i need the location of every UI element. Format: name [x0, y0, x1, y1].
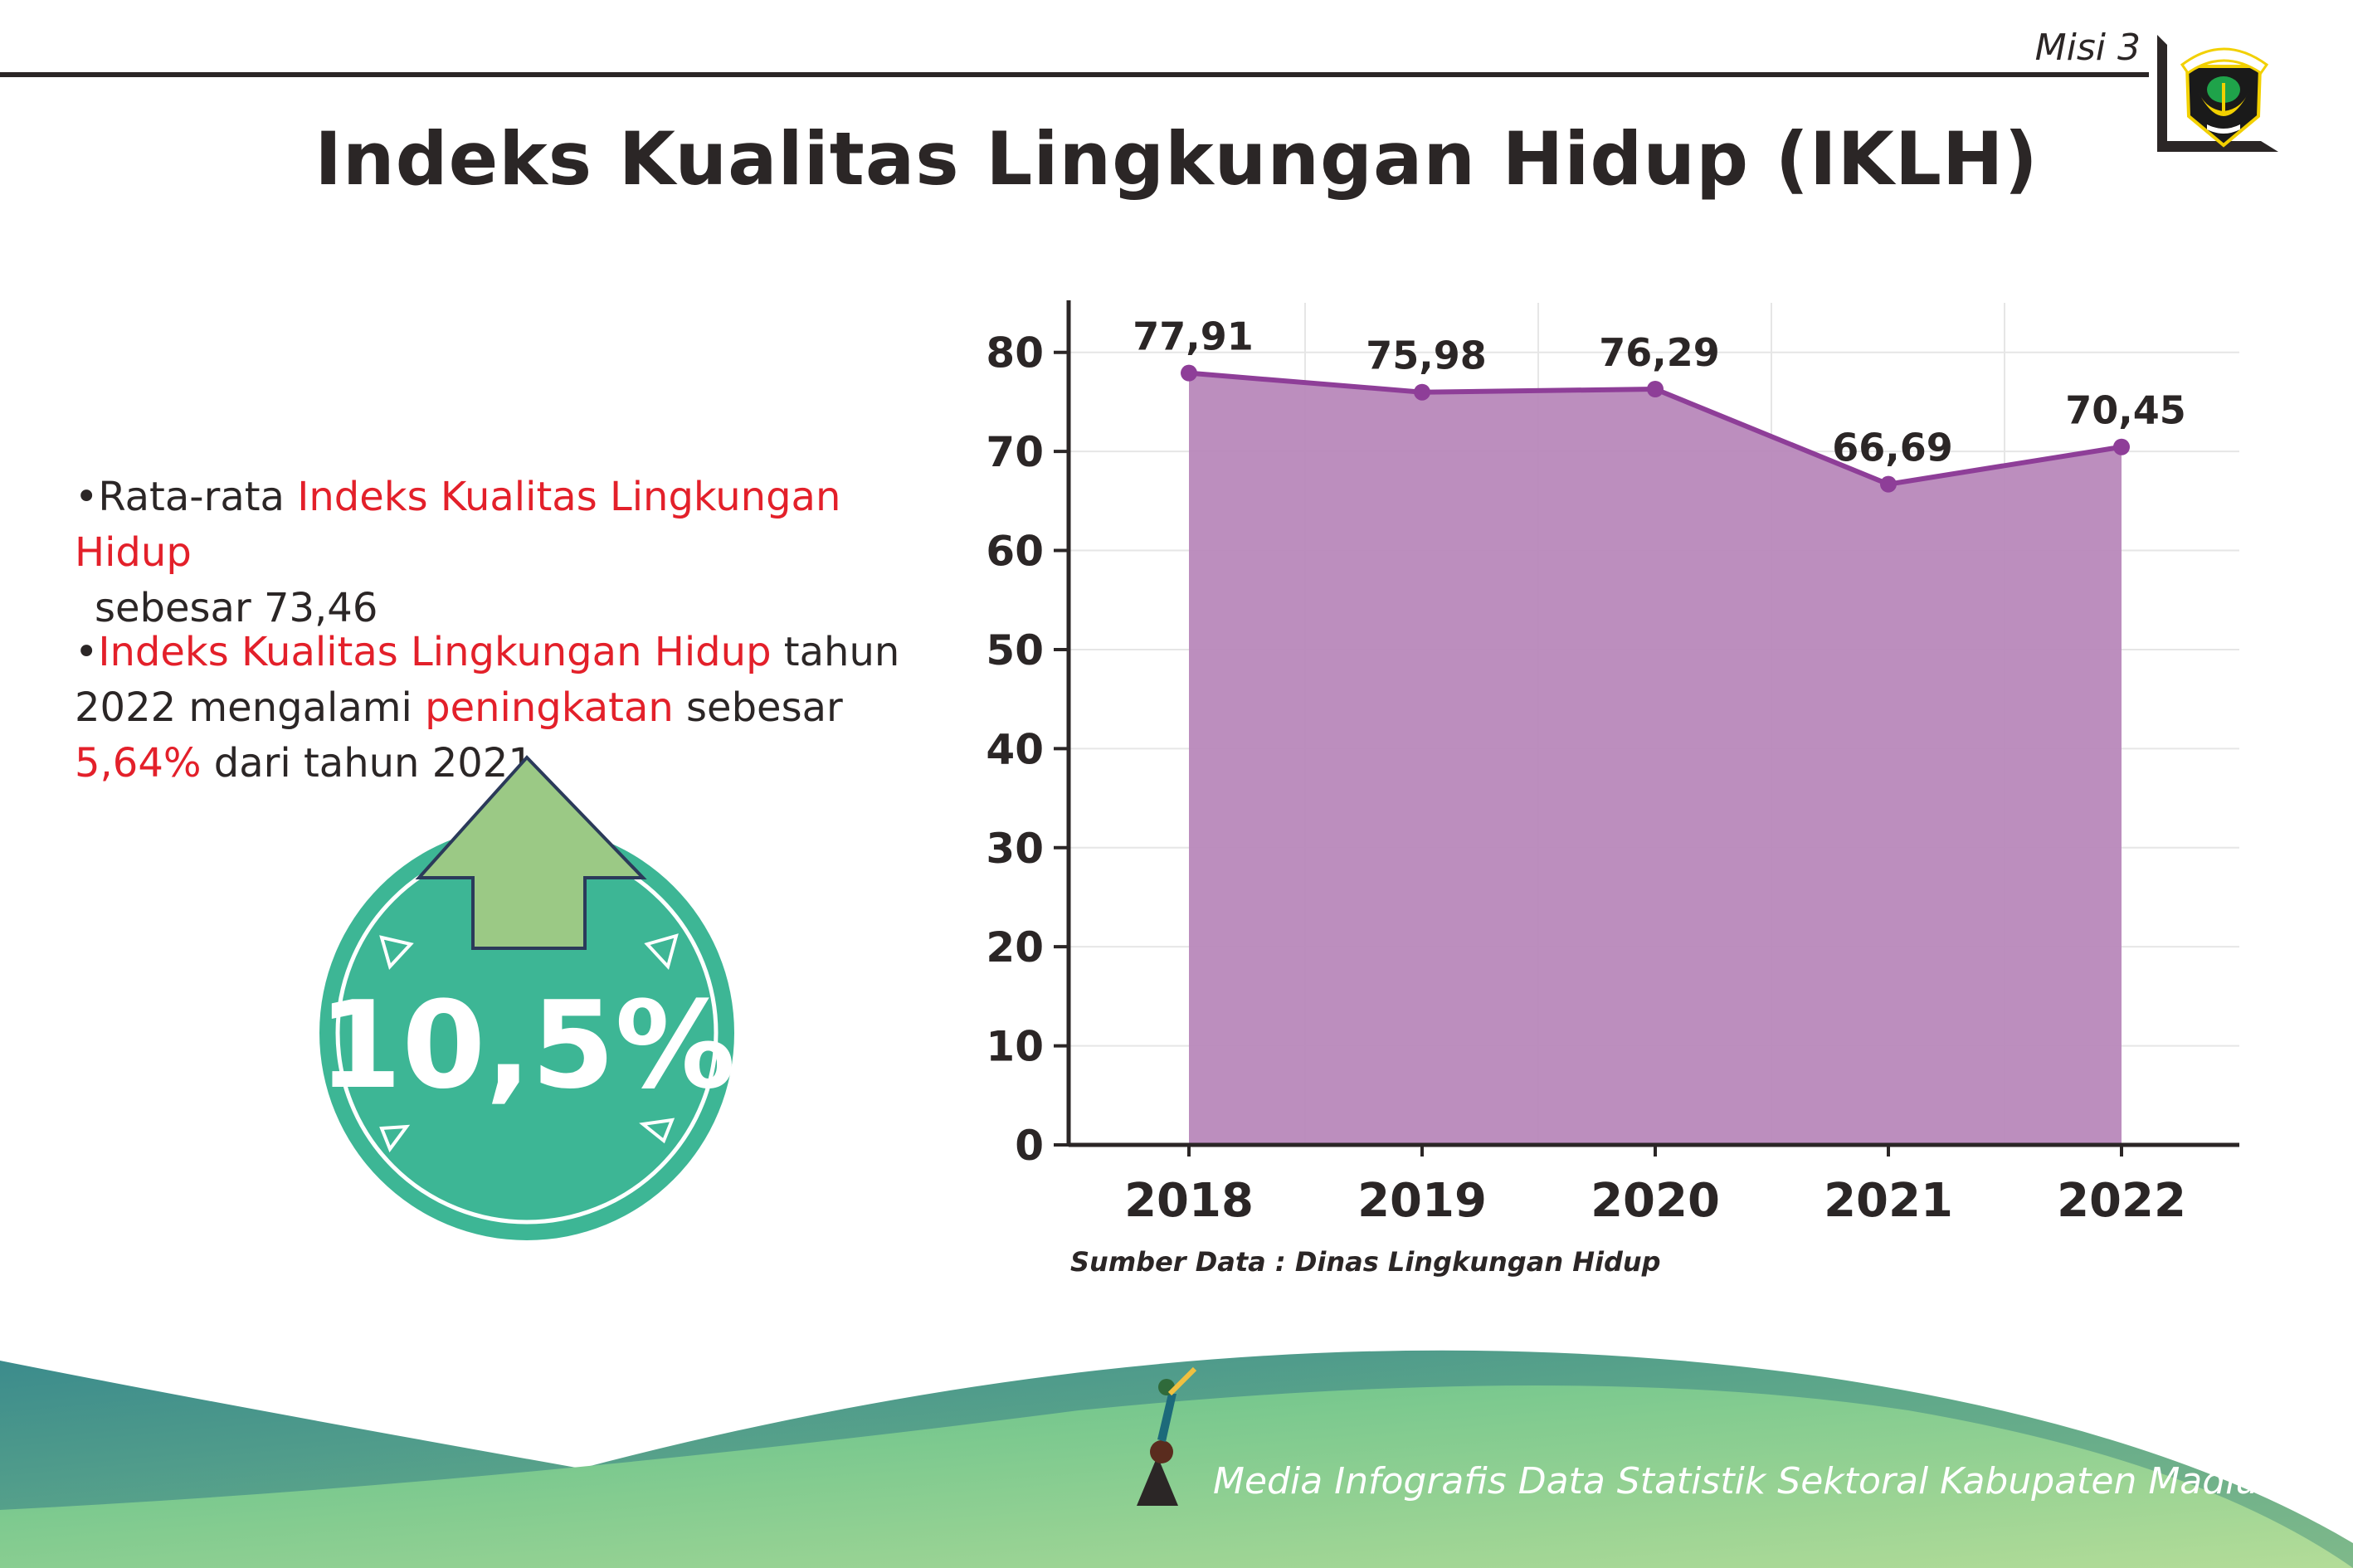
sparkle-icon [379, 933, 679, 1153]
y-tick-label: 40 [986, 725, 1044, 773]
iklh-area-chart: 0 10 20 30 40 50 60 70 80 77,91 2018 75,98 2019 76,29… [986, 300, 2239, 1228]
x-tick-label: 2021 [1824, 1174, 1953, 1228]
bullet-highlight: Indeks Kualitas Lingkungan Hidup [75, 474, 841, 576]
bullet-text: tahun 2022 mengalami [75, 629, 900, 731]
data-label: 76,29 [1599, 330, 1720, 375]
bullet-average: •Rata-rata Indeks Kualitas Lingkungan Hi… [75, 474, 841, 631]
mission-label: Misi 3 [2034, 27, 2141, 69]
y-tick-label: 0 [1015, 1122, 1044, 1170]
bullet-text: dari tahun 2021 [201, 740, 533, 786]
y-tick-label: 70 [986, 428, 1044, 476]
bullet-highlight: peningkatan [425, 684, 674, 731]
badge-circle [319, 825, 734, 1240]
data-point [1414, 383, 1430, 401]
data-point [2113, 438, 2130, 455]
bullet-increase: •Indeks Kualitas Lingkungan Hidup tahun … [75, 629, 900, 786]
header-rule [0, 72, 2149, 77]
header-frame [0, 35, 2278, 152]
badge-value: 10,5% [318, 976, 735, 1116]
x-tick-label: 2018 [1124, 1174, 1254, 1228]
bullet-highlight: 5,64% [75, 740, 202, 786]
bullet-highlight: Indeks Kualitas Lingkungan Hidup [98, 629, 772, 675]
data-point [1181, 364, 1197, 382]
y-tick-label: 80 [986, 329, 1044, 377]
y-tick-label: 20 [986, 923, 1044, 971]
area-fill [1189, 373, 2122, 1145]
kabupaten-madiun-logo-icon [2180, 47, 2269, 148]
bullet-text: sebesar [673, 684, 843, 731]
statistics-mascot-icon [1137, 1366, 1197, 1506]
arrow-up-icon [415, 755, 647, 950]
data-label: 70,45 [2065, 388, 2186, 433]
footer-wave [0, 1350, 2353, 1568]
x-tick-label: 2020 [1591, 1174, 1720, 1228]
page-title: Indeks Kualitas Lingkungan Hidup (IKLH) [314, 116, 2039, 202]
data-label: 66,69 [1832, 426, 1953, 470]
y-tick-label: 50 [986, 626, 1044, 674]
data-point [1647, 381, 1664, 398]
bullet-text: sebesar 73,46 [95, 585, 378, 631]
data-label: 77,91 [1133, 314, 1254, 359]
x-tick-label: 2022 [2057, 1174, 2186, 1228]
data-label: 75,98 [1366, 334, 1487, 378]
y-tick-label: 30 [986, 825, 1044, 873]
data-source: Sumber Data : Dinas Lingkungan Hidup [1070, 1246, 1661, 1278]
footer-text: Media Infografis Data Statistik Sektoral… [1213, 1460, 2306, 1502]
x-tick-label: 2019 [1357, 1174, 1487, 1228]
data-point [1880, 475, 1897, 493]
y-tick-label: 60 [986, 528, 1044, 576]
bullet-text: Rata-rata [98, 474, 298, 520]
y-tick-label: 10 [986, 1023, 1044, 1071]
growth-badge: 10,5% [318, 755, 736, 1240]
